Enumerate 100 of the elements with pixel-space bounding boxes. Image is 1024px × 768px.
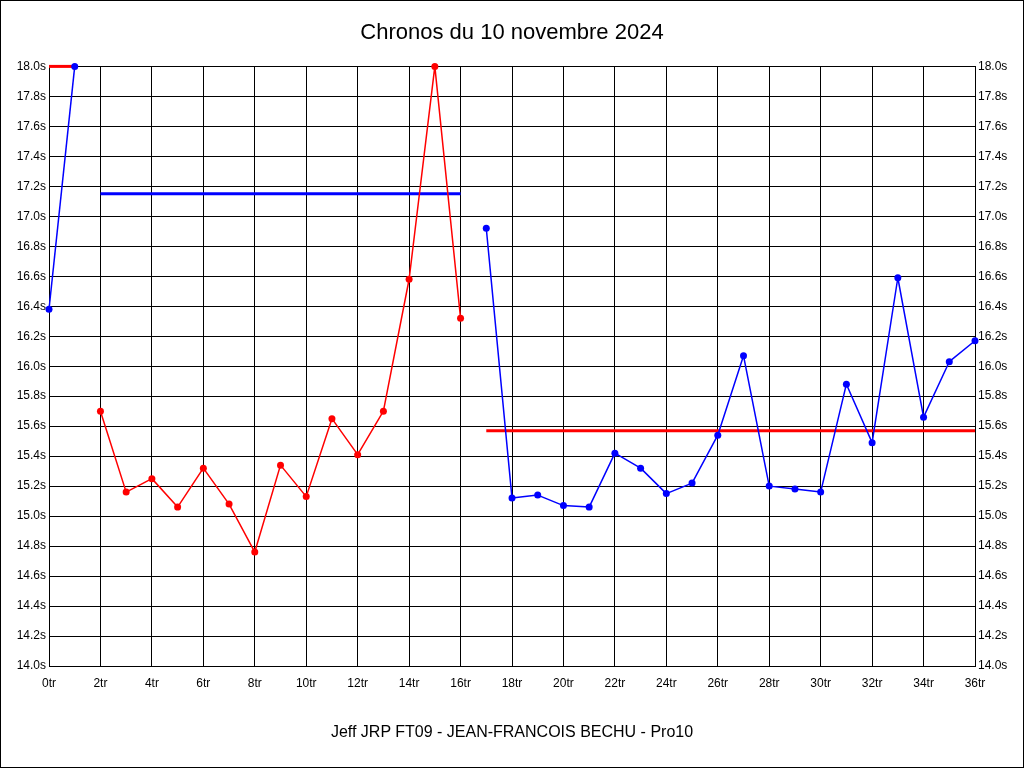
y2-tick-label: 16.0s bbox=[978, 358, 1008, 373]
point bbox=[740, 352, 747, 360]
point bbox=[637, 464, 645, 472]
point bbox=[457, 314, 465, 322]
y-tick-label: 17.0s bbox=[16, 208, 46, 223]
y2-tick-label: 17.4s bbox=[978, 148, 1008, 163]
y2-tick-label: 14.4s bbox=[978, 598, 1008, 613]
y-tick-label: 14.6s bbox=[16, 568, 46, 583]
x-tick-label: 16tr bbox=[450, 675, 471, 690]
point bbox=[611, 449, 619, 457]
y-tick-label: 16.2s bbox=[16, 328, 46, 343]
point bbox=[225, 500, 233, 508]
y-tick-label: 18.0s bbox=[16, 58, 46, 73]
point bbox=[688, 479, 696, 487]
y-tick-label: 15.6s bbox=[16, 418, 46, 433]
y2-tick-label: 14.6s bbox=[978, 568, 1008, 583]
point bbox=[174, 503, 182, 511]
point bbox=[302, 493, 310, 501]
x-tick-label: 14tr bbox=[398, 675, 420, 690]
y-tick-label: 16.4s bbox=[16, 298, 46, 313]
y-tick-label: 15.8s bbox=[16, 388, 46, 403]
y-tick-label: 17.2s bbox=[16, 178, 46, 193]
x-tick-label: 4tr bbox=[144, 675, 159, 690]
y-tick-label: 16.0s bbox=[16, 358, 46, 373]
y2-tick-label: 16.2s bbox=[978, 328, 1008, 343]
x-tick-label: 2tr bbox=[93, 675, 108, 690]
x-tick-label: 20tr bbox=[553, 675, 574, 690]
x-tick-label: 34tr bbox=[913, 675, 934, 690]
x-tick-label: 10tr bbox=[295, 675, 317, 690]
x-tick-label: 22tr bbox=[604, 675, 626, 690]
y2-tick-label: 16.8s bbox=[978, 238, 1008, 253]
x-tick-label: 36tr bbox=[964, 675, 986, 690]
point bbox=[354, 451, 362, 459]
x-tick-label: 8tr bbox=[247, 675, 262, 690]
point bbox=[868, 439, 876, 447]
y2-tick-label: 17.6s bbox=[978, 118, 1008, 133]
y2-tick-label: 17.2s bbox=[978, 178, 1008, 193]
point bbox=[431, 62, 439, 70]
y2-tick-label: 15.4s bbox=[978, 448, 1008, 463]
point bbox=[894, 274, 902, 282]
y2-tick-label: 15.0s bbox=[978, 508, 1008, 523]
point bbox=[277, 461, 284, 469]
x-tick-label: 32tr bbox=[861, 675, 883, 690]
point bbox=[585, 503, 593, 511]
point bbox=[482, 224, 490, 232]
point bbox=[559, 502, 567, 510]
x-tick-label: 24tr bbox=[655, 675, 677, 690]
y2-tick-label: 17.8s bbox=[978, 88, 1008, 103]
y2-tick-label: 14.2s bbox=[978, 628, 1008, 643]
point bbox=[45, 305, 53, 313]
point bbox=[148, 475, 156, 483]
x-axis-title: Jeff JRP FT09 - JEAN-FRANCOIS BECHU - Pro10 bbox=[330, 722, 694, 740]
point bbox=[199, 464, 207, 472]
point bbox=[379, 407, 387, 415]
point bbox=[96, 407, 104, 415]
y-tick-label: 17.8s bbox=[16, 88, 46, 103]
y2-tick-label: 15.8s bbox=[978, 388, 1008, 403]
chart-title: Chronos du 10 novembre 2024 bbox=[360, 19, 664, 45]
y2-tick-label: 18.0s bbox=[978, 58, 1008, 73]
y-tick-label: 15.2s bbox=[16, 478, 46, 493]
point bbox=[508, 494, 516, 502]
y-tick-label: 15.0s bbox=[16, 508, 46, 523]
y-tick-label: 16.6s bbox=[16, 268, 46, 283]
point bbox=[122, 488, 130, 496]
point bbox=[405, 275, 413, 283]
y-tick-label: 16.8s bbox=[16, 238, 46, 253]
x-tick-label: 0tr bbox=[41, 675, 57, 690]
point bbox=[791, 485, 799, 493]
point bbox=[328, 415, 336, 423]
y-tick-label: 14.4s bbox=[16, 598, 46, 613]
y-tick-label: 17.4s bbox=[16, 148, 46, 163]
y-tick-label: 17.6s bbox=[16, 118, 46, 133]
point bbox=[714, 431, 722, 439]
y-tick-label: 14.2s bbox=[16, 628, 46, 643]
x-tick-label: 26tr bbox=[707, 675, 729, 690]
y2-tick-label: 16.4s bbox=[978, 298, 1008, 313]
y2-tick-label: 17.0s bbox=[978, 208, 1008, 223]
point bbox=[765, 482, 773, 490]
point bbox=[920, 413, 928, 421]
x-tick-label: 28tr bbox=[758, 675, 780, 690]
y2-tick-label: 16.6s bbox=[978, 268, 1008, 283]
x-tick-label: 12tr bbox=[347, 675, 369, 690]
point bbox=[817, 488, 825, 496]
point bbox=[971, 337, 979, 345]
y2-tick-label: 14.0s bbox=[978, 658, 1008, 673]
x-tick-label: 6tr bbox=[196, 675, 211, 690]
y-tick-label: 15.4s bbox=[16, 448, 46, 463]
x-tick-label: 18tr bbox=[501, 675, 523, 690]
x-tick-label: 30tr bbox=[810, 675, 832, 690]
point bbox=[945, 358, 953, 366]
point bbox=[842, 380, 850, 388]
point bbox=[662, 490, 670, 498]
y-tick-label: 14.8s bbox=[16, 538, 46, 553]
y2-tick-label: 15.2s bbox=[978, 478, 1008, 493]
point bbox=[251, 548, 259, 556]
point bbox=[534, 491, 542, 499]
y-tick-label: 14.0s bbox=[16, 658, 46, 673]
y2-tick-label: 14.8s bbox=[978, 538, 1008, 553]
y2-tick-label: 15.6s bbox=[978, 418, 1008, 433]
point bbox=[71, 62, 79, 70]
